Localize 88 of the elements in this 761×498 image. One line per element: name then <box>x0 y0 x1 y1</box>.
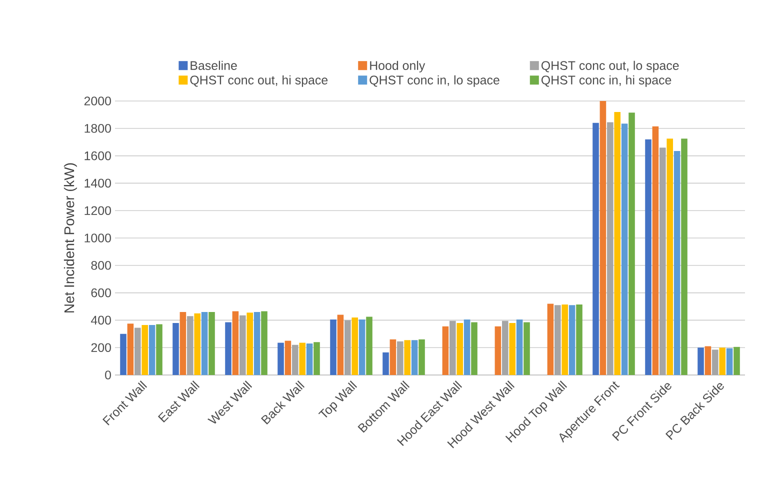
bar <box>734 346 740 375</box>
bar <box>464 320 470 375</box>
bar <box>502 320 508 375</box>
bar <box>666 138 674 375</box>
bar <box>652 126 659 375</box>
bar <box>404 340 411 375</box>
bar <box>516 320 523 375</box>
y-tick-label: 1400 <box>84 178 111 188</box>
bar <box>358 320 366 375</box>
bar <box>278 342 284 375</box>
bar <box>134 328 141 375</box>
bar <box>337 314 344 375</box>
bar <box>450 320 456 375</box>
bar <box>254 312 260 375</box>
y-tick-label: 0 <box>105 370 111 380</box>
legend-label: QHST conc out, hi space <box>190 75 328 87</box>
bar <box>568 305 576 375</box>
legend-label: QHST conc in, lo space <box>370 75 500 87</box>
legend-label: Baseline <box>190 60 237 70</box>
y-tick-label: 1000 <box>84 234 111 242</box>
bar <box>592 122 599 375</box>
bar <box>442 326 449 375</box>
bar <box>621 124 628 375</box>
bar <box>127 324 134 375</box>
bar <box>261 311 268 375</box>
legend-label: Hood only <box>370 60 426 72</box>
bar <box>726 348 733 375</box>
bar <box>698 348 704 375</box>
bar <box>208 312 215 375</box>
bar <box>292 344 298 375</box>
bar <box>704 346 712 375</box>
bar <box>614 112 621 375</box>
bar <box>390 339 396 375</box>
y-tick-label: 600 <box>91 288 111 298</box>
bar <box>494 326 502 375</box>
bar <box>456 322 464 375</box>
x-tick-label: Top Wall <box>318 380 358 418</box>
bar <box>172 322 179 375</box>
bar <box>411 340 418 375</box>
bar <box>232 311 239 375</box>
bar <box>142 324 148 375</box>
y-tick-label: 200 <box>91 343 111 352</box>
y-tick-label: 400 <box>90 316 111 325</box>
legend-label: QHST conc out, lo space <box>541 60 679 72</box>
bar <box>148 324 156 375</box>
bar <box>397 341 404 375</box>
bar <box>314 342 320 375</box>
bar <box>681 138 688 375</box>
bar <box>284 340 292 375</box>
bar <box>562 304 568 375</box>
bar <box>201 312 208 375</box>
y-tick-label: 1200 <box>84 206 111 216</box>
bar <box>187 316 194 375</box>
bar <box>547 304 554 375</box>
bar <box>330 320 336 375</box>
y-tick-label: 800 <box>91 260 111 270</box>
bar <box>607 122 614 375</box>
bar <box>194 313 201 375</box>
bar <box>240 315 246 375</box>
bar <box>180 312 186 375</box>
bar <box>306 343 313 375</box>
bar <box>660 148 666 375</box>
bar <box>246 312 254 375</box>
bar <box>418 339 425 375</box>
y-tick-label: 2000 <box>84 96 111 106</box>
bar <box>628 112 635 375</box>
bar <box>554 305 561 375</box>
y-tick-label: 1600 <box>84 151 111 160</box>
bar <box>366 316 372 375</box>
bar <box>344 320 351 375</box>
bar <box>600 100 606 375</box>
bar <box>299 342 306 375</box>
legend-label: QHST conc in, hi space <box>541 75 672 87</box>
bar <box>120 334 126 375</box>
bar <box>225 322 232 375</box>
y-axis-title: Net Incident Power (kW) <box>64 163 77 312</box>
bar <box>645 139 652 375</box>
bar <box>156 324 162 375</box>
bar <box>471 322 478 375</box>
bar <box>524 322 530 375</box>
bar <box>712 350 718 375</box>
bar <box>719 348 726 375</box>
bar <box>674 151 680 375</box>
y-tick-label: 1800 <box>84 124 111 133</box>
bar <box>352 317 358 375</box>
bar <box>576 304 582 375</box>
bar <box>509 322 516 375</box>
bar <box>382 352 389 375</box>
